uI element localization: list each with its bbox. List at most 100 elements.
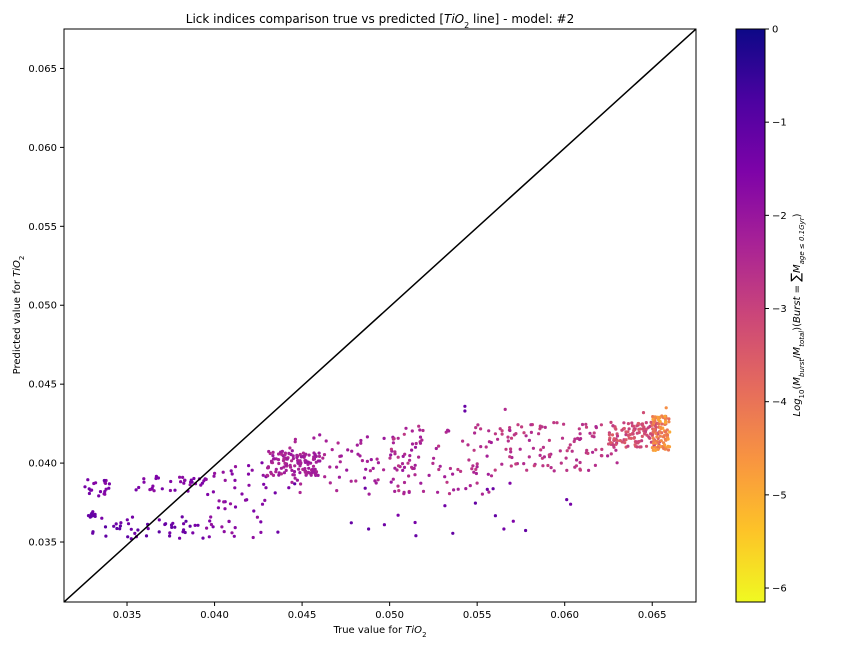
data-point	[508, 455, 512, 459]
data-point	[199, 483, 203, 487]
data-point	[311, 470, 315, 474]
data-point	[663, 417, 668, 421]
data-point	[393, 450, 397, 454]
data-point	[212, 474, 216, 478]
data-point	[437, 444, 441, 448]
data-point	[413, 445, 418, 449]
data-point	[584, 425, 589, 429]
data-point	[133, 531, 137, 536]
data-point	[612, 437, 616, 441]
data-point	[410, 465, 414, 469]
colorbar-tick-label: −5	[772, 490, 787, 501]
data-point	[303, 459, 307, 463]
data-point	[434, 446, 438, 451]
data-point	[168, 488, 172, 493]
data-point	[663, 421, 668, 425]
data-point	[382, 436, 386, 440]
data-point	[272, 457, 276, 461]
data-point	[590, 434, 594, 438]
data-point	[658, 420, 662, 424]
data-point	[292, 473, 296, 477]
data-point	[650, 433, 654, 437]
data-point	[324, 439, 328, 443]
data-point	[611, 424, 615, 428]
data-point	[90, 488, 94, 492]
data-point	[418, 441, 423, 445]
data-point	[407, 474, 411, 478]
data-point	[317, 451, 321, 455]
data-point	[142, 477, 146, 481]
data-point	[137, 485, 141, 490]
data-point	[179, 480, 183, 484]
data-point	[657, 422, 661, 426]
data-point	[664, 406, 668, 410]
data-point	[393, 466, 397, 470]
data-point	[255, 515, 259, 519]
y-axis-ticks: 0.035 0.040 0.045 0.050 0.055 0.060 0.065	[28, 64, 64, 549]
data-point	[443, 475, 447, 479]
data-point	[376, 478, 380, 482]
data-point	[414, 534, 418, 538]
data-point	[393, 489, 397, 493]
data-point	[363, 486, 367, 490]
data-point	[335, 465, 339, 469]
title-suffix: line] - model: #2	[469, 12, 574, 26]
data-point	[417, 455, 421, 459]
data-point	[115, 526, 119, 531]
data-point	[86, 514, 91, 518]
data-point	[208, 519, 212, 523]
data-point	[651, 417, 655, 421]
data-point	[130, 515, 135, 519]
data-point	[421, 489, 426, 493]
data-point	[144, 534, 149, 538]
data-point	[631, 432, 635, 436]
data-point	[650, 446, 655, 450]
data-point	[651, 436, 655, 440]
data-point	[613, 426, 617, 430]
data-point	[299, 461, 303, 465]
data-point	[586, 451, 590, 455]
data-point	[389, 453, 393, 457]
data-point	[283, 452, 287, 457]
data-point	[475, 481, 479, 485]
data-point	[247, 483, 251, 487]
data-point	[259, 520, 263, 524]
data-point	[400, 462, 405, 466]
data-point	[323, 475, 327, 479]
data-point	[279, 472, 283, 476]
data-point	[227, 519, 231, 523]
data-point	[622, 421, 626, 425]
data-point	[252, 509, 256, 513]
data-point	[414, 441, 418, 446]
data-point	[397, 489, 401, 493]
data-point	[565, 468, 569, 472]
data-point	[271, 450, 275, 454]
data-point	[607, 438, 612, 442]
data-point	[288, 446, 292, 450]
data-point	[311, 457, 316, 461]
data-point	[489, 474, 494, 478]
data-point	[107, 486, 111, 490]
data-point	[268, 451, 272, 456]
data-point	[183, 530, 187, 535]
data-point	[118, 527, 122, 531]
data-point	[493, 468, 497, 472]
data-point	[463, 404, 467, 408]
data-point	[474, 471, 478, 476]
data-point	[647, 435, 651, 439]
data-point	[487, 490, 491, 494]
data-point	[339, 454, 343, 458]
data-point	[345, 468, 349, 472]
data-point	[662, 435, 666, 439]
data-point	[562, 422, 566, 426]
data-point	[432, 456, 436, 460]
data-point	[293, 482, 297, 486]
data-point	[546, 463, 550, 468]
data-point	[461, 439, 465, 443]
data-point	[410, 442, 415, 446]
data-point	[284, 468, 288, 472]
data-point	[540, 456, 545, 460]
colorbar-tick-label: −3	[772, 304, 787, 315]
data-point	[233, 478, 237, 482]
data-point	[626, 444, 630, 448]
